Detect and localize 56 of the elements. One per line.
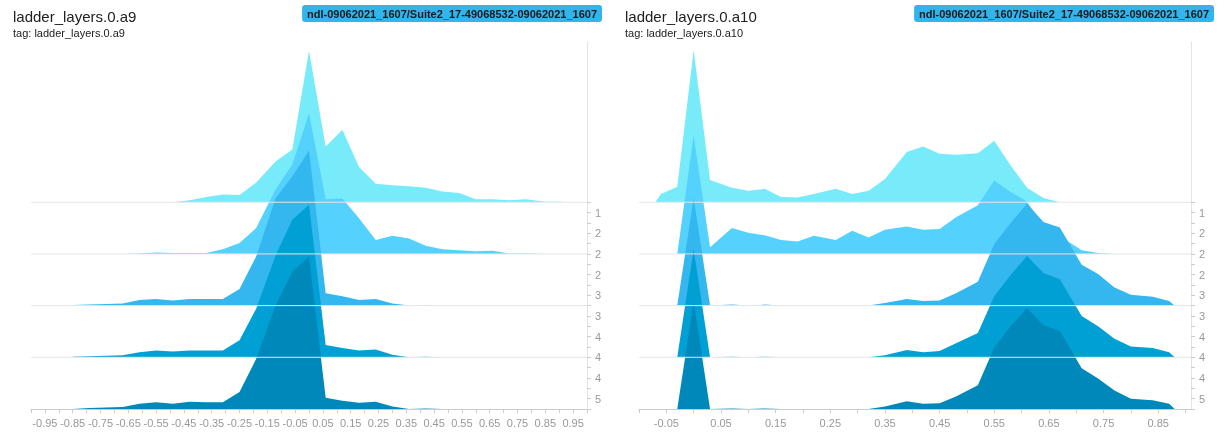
x-tick-label: 0.05: [312, 416, 334, 429]
x-tick-label: -0.95: [32, 416, 58, 429]
y2-tick-label: 5: [1199, 392, 1206, 405]
text: ndl-09062021_1607/Suite2_17-49068532-09062021_1607: [919, 7, 1209, 20]
x-tick-label: -0.75: [87, 416, 114, 429]
x-tick-label: 0.95: [562, 416, 584, 429]
x-tick-label: 0.65: [1038, 416, 1060, 429]
x-tick-label: 0.45: [423, 416, 445, 429]
y2-tick-label: 1: [595, 206, 602, 219]
x-tick-label: 0.25: [819, 416, 841, 429]
x-tick-label: 0.15: [339, 416, 362, 429]
y2-tick-label: 3: [1199, 289, 1206, 302]
y2-tick-label: 2: [595, 247, 602, 260]
y2-tick-label: 4: [1199, 371, 1206, 384]
x-tick-label: -0.55: [143, 416, 169, 429]
x-tick-label: -0.05: [653, 416, 679, 429]
y2-tick-label: 4: [595, 371, 602, 384]
x-tick-label: -0.15: [254, 416, 280, 429]
chart-title: ladder_layers.0.a10: [625, 8, 757, 25]
y2-tick-label: 2: [595, 268, 602, 281]
chart-subtitle: tag: ladder_layers.0.a9: [13, 26, 125, 39]
y2-tick-label: 2: [595, 227, 602, 240]
y2-tick-label: 2: [1199, 227, 1206, 240]
x-tick-label: 0.85: [534, 416, 557, 429]
y2-tick-label: 2: [1199, 247, 1206, 260]
y2-tick-label: 3: [1199, 309, 1206, 322]
chart-subtitle: tag: ladder_layers.0.a10: [625, 26, 744, 39]
x-tick-label: -0.25: [226, 416, 253, 429]
y2-tick-label: 2: [1199, 268, 1206, 281]
x-tick-label: 0.65: [478, 416, 501, 429]
text: ndl-09062021_1607/Suite2_17-49068532-09062021_1607: [307, 7, 597, 20]
x-tick-label: 0.55: [451, 416, 473, 429]
x-tick-label: 0.55: [983, 416, 1005, 429]
y2-tick-label: 3: [595, 309, 602, 322]
x-tick-label: 0.15: [764, 416, 787, 429]
x-tick-label: 0.25: [367, 416, 390, 429]
x-tick-label: 0.85: [1147, 416, 1169, 429]
x-tick-label: -0.65: [115, 416, 141, 429]
x-tick-label: -0.35: [199, 416, 225, 429]
y2-tick-label: 4: [1199, 330, 1206, 343]
x-tick-label: -0.45: [171, 416, 197, 429]
y2-tick-label: 3: [595, 289, 602, 302]
x-tick-label: 0.75: [506, 416, 529, 429]
y2-tick-label: 4: [1199, 351, 1206, 364]
x-tick-label: 0.45: [928, 416, 951, 429]
x-tick-label: 0.35: [874, 416, 896, 429]
y2-tick-label: 4: [595, 351, 602, 364]
y2-tick-label: 4: [595, 330, 602, 343]
y2-tick-label: 5: [595, 392, 602, 405]
x-tick-label: 0.35: [395, 416, 418, 429]
y2-tick-label: 1: [1199, 206, 1206, 219]
x-tick-label: -0.05: [282, 416, 308, 429]
x-tick-label: -0.85: [60, 416, 86, 429]
chart-title: ladder_layers.0.a9: [13, 8, 137, 25]
x-tick-label: 0.75: [1092, 416, 1115, 429]
x-tick-label: 0.05: [710, 416, 732, 429]
